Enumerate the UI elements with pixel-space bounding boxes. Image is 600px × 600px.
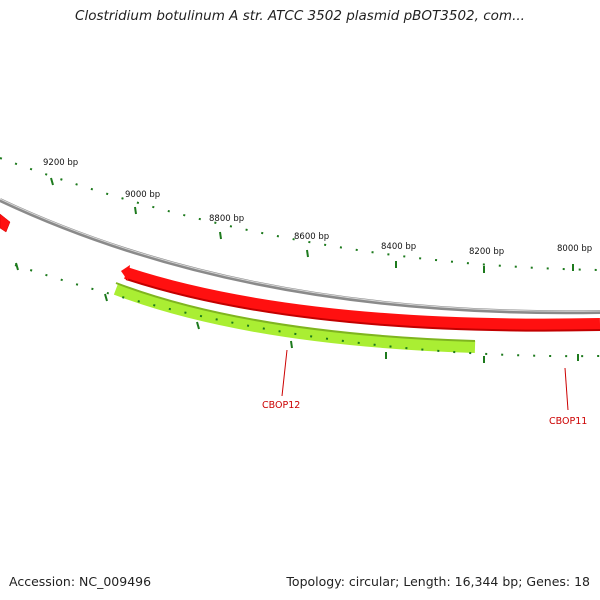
gene-cbop11-arrow bbox=[121, 265, 130, 281]
label-leader-cbop12 bbox=[281, 349, 288, 397]
scale-label: 9000 bp bbox=[125, 190, 160, 200]
scale-tick bbox=[196, 321, 200, 330]
scale-tick bbox=[219, 231, 222, 240]
scale-label: 8800 bp bbox=[209, 214, 244, 224]
gene-cbop11-shade bbox=[125, 278, 600, 332]
plasmid-backbone bbox=[0, 198, 600, 315]
gene-cbop12-shade bbox=[115, 282, 476, 342]
scale-labels: 9200 bp 9000 bp 8800 bp 8600 bp 8400 bp … bbox=[43, 158, 592, 257]
scale-label: 8400 bp bbox=[381, 242, 416, 252]
gene-label-cbop12[interactable]: CBOP12 bbox=[262, 400, 300, 411]
map-title: Clostridium botulinum A str. ATCC 3502 p… bbox=[75, 8, 525, 24]
accession-text: Accession: NC_009496 bbox=[9, 574, 152, 589]
scale-label: 8000 bp bbox=[557, 244, 592, 254]
scale-tick bbox=[50, 177, 54, 186]
scale-label: 8200 bp bbox=[469, 247, 504, 257]
gene-label-cbop11[interactable]: CBOP11 bbox=[549, 416, 587, 427]
scale-label: 8600 bp bbox=[294, 232, 329, 242]
scale-tick bbox=[15, 262, 19, 271]
gene-forward-left bbox=[0, 213, 11, 233]
summary-text: Topology: circular; Length: 16,344 bp; G… bbox=[286, 574, 590, 589]
outer-scale-ticks bbox=[0, 157, 600, 273]
label-leader-cbop11 bbox=[564, 367, 569, 411]
inner-scale-ticks bbox=[14, 262, 600, 363]
scale-tick bbox=[306, 249, 309, 258]
scale-tick bbox=[290, 340, 293, 349]
scale-tick bbox=[104, 293, 108, 302]
plasmid-backbone-highlight bbox=[0, 198, 600, 312]
gene-cbop12 bbox=[113, 283, 476, 353]
gene-cbop11 bbox=[124, 267, 600, 331]
outer-minor-ticks bbox=[0, 157, 600, 271]
scale-label: 9200 bp bbox=[43, 158, 78, 168]
scale-tick bbox=[134, 206, 137, 215]
